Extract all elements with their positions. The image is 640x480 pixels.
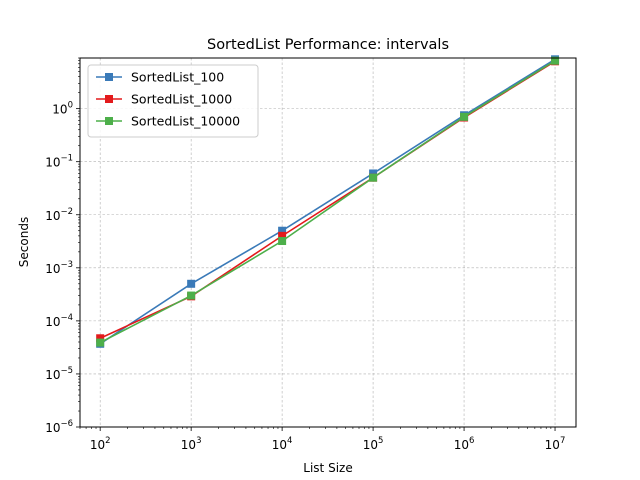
legend-label: SortedList_10000	[131, 114, 240, 129]
data-point	[369, 173, 378, 182]
y-tick-label: 100	[52, 101, 73, 117]
data-point	[460, 112, 469, 121]
series-group	[96, 55, 560, 348]
y-tick-label: 10−6	[45, 419, 73, 435]
y-axis-label: Seconds	[17, 217, 31, 267]
data-point	[551, 56, 560, 65]
data-point	[278, 226, 287, 235]
legend-marker	[105, 73, 113, 81]
plot-frame	[79, 57, 577, 428]
data-point	[96, 338, 105, 347]
legend-box	[87, 64, 259, 138]
chart-title: SortedList Performance: intervals	[207, 37, 449, 53]
legend-label: SortedList_1000	[131, 92, 232, 107]
y-tick-label: 10−4	[45, 313, 73, 329]
x-tick-label: 105	[363, 436, 384, 452]
y-tick-label: 10−5	[45, 366, 73, 382]
x-tick-label: 103	[181, 436, 202, 452]
legend-marker	[105, 95, 113, 103]
data-point	[187, 279, 196, 288]
data-point	[96, 334, 105, 343]
data-point	[369, 169, 378, 178]
series-line-SortedList_10000	[99, 60, 556, 344]
x-tick-label: 104	[272, 436, 293, 452]
x-axis-label: List Size	[303, 461, 352, 475]
series-line-SortedList_100	[99, 58, 556, 345]
axis-ticks: 102 103 104 105 106 107 10−6 10−5 10−4 10−3 10−2 10…	[45, 57, 566, 452]
legend: SortedList_100 SortedList_1000 SortedList_…	[87, 64, 259, 138]
y-tick-label: 10−2	[45, 207, 73, 223]
x-tick-label: 106	[454, 436, 475, 452]
y-tick-label: 10−3	[45, 260, 73, 276]
legend-label: SortedList_100	[131, 70, 224, 85]
x-tick-label: 107	[545, 436, 566, 452]
y-tick-label: 10−1	[45, 154, 73, 170]
data-point	[187, 291, 196, 300]
x-tick-label: 102	[90, 436, 111, 452]
data-point	[278, 237, 287, 246]
data-point	[278, 231, 287, 240]
legend-marker	[105, 117, 113, 125]
